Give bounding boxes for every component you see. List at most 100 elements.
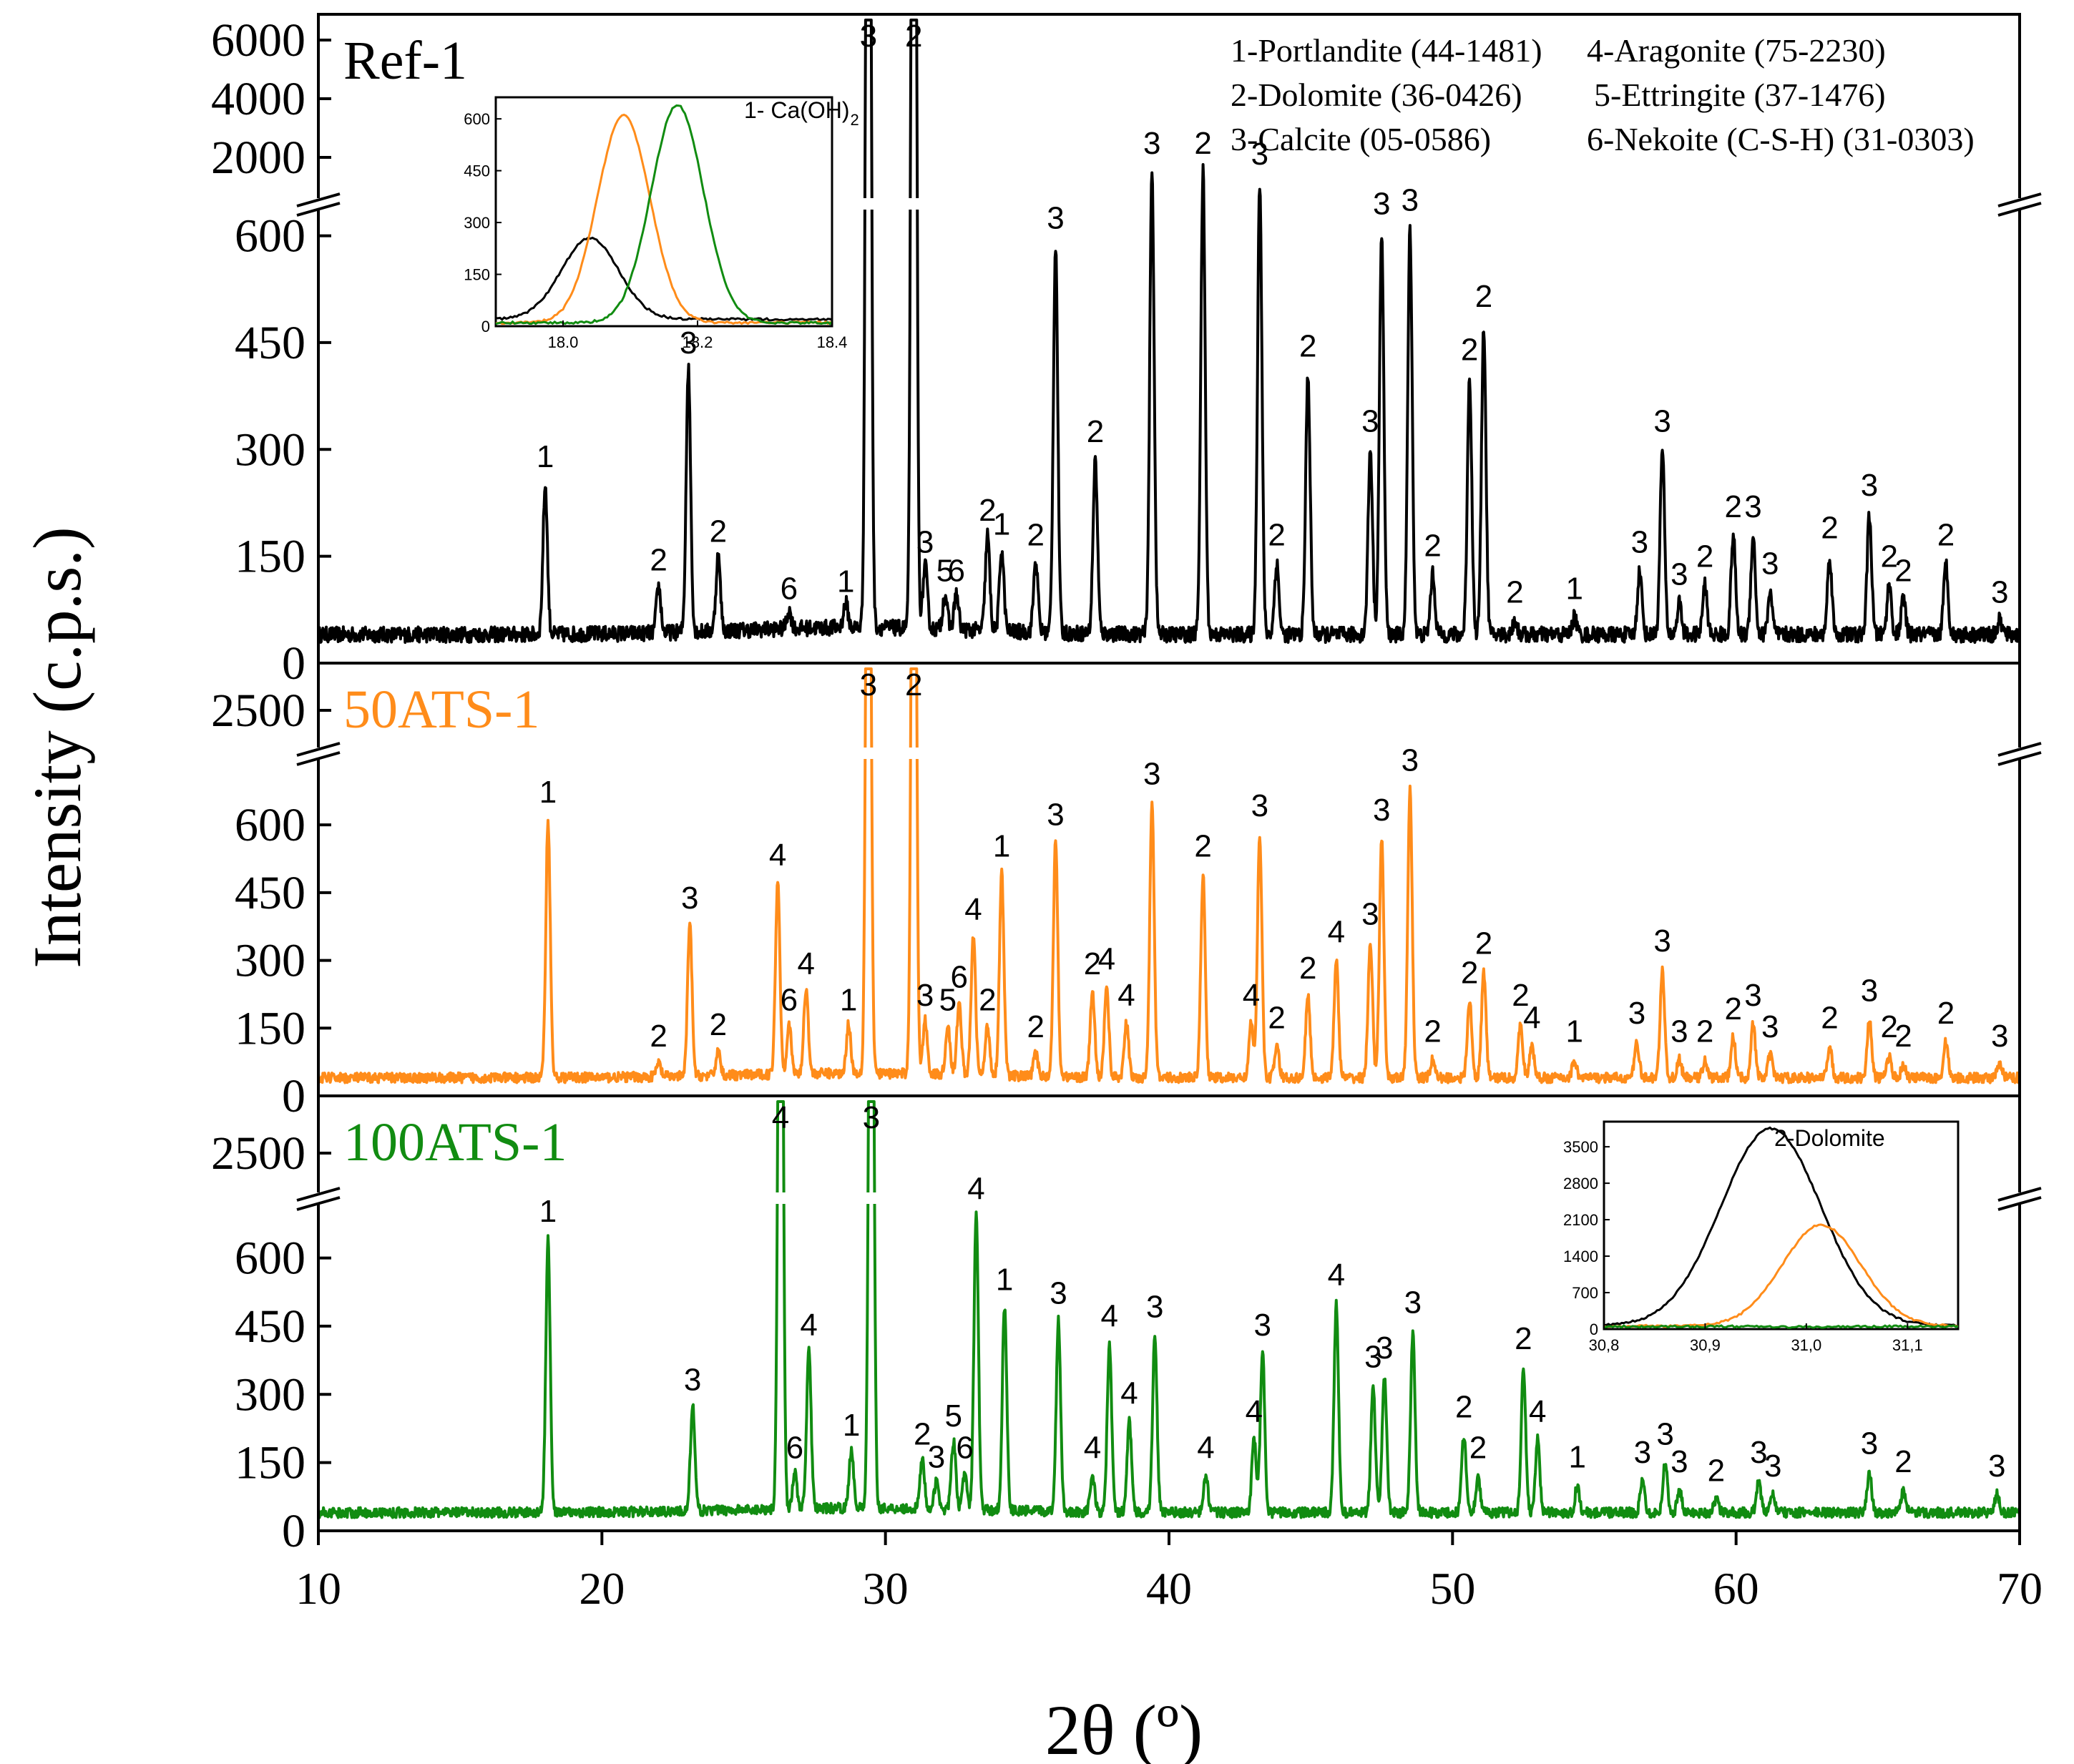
peak-label: 3	[1656, 1417, 1673, 1452]
peak-label: 3	[1988, 1449, 2005, 1484]
peak-label: 3	[1376, 1331, 1393, 1366]
inset-1-ca-oh-2: 0 150 300 450 600 18.0 18.2 18.4 1- Ca(OH) 2	[464, 96, 859, 351]
peak-label: 2	[979, 982, 996, 1017]
inset-y-tick-label: 0	[481, 318, 490, 335]
peak-label: 2	[710, 1007, 727, 1042]
inset-y-tick-label: 2100	[1563, 1211, 1598, 1229]
peak-label: 3	[1402, 743, 1419, 778]
peak-label: 2	[1821, 511, 1838, 546]
peak-label: 3	[928, 1439, 945, 1474]
peak-label: 4	[1084, 1431, 1101, 1466]
peak-label: 5	[936, 553, 954, 588]
peak-label: 2	[710, 514, 727, 549]
peak-label: 3	[1404, 1285, 1422, 1320]
peak-label: 3	[1373, 793, 1390, 828]
inset-y-tick-label: 0	[1590, 1320, 1598, 1338]
peak-label: 3	[680, 325, 697, 361]
peak-label: 1	[993, 507, 1010, 542]
peak-label: 1	[996, 1263, 1013, 1298]
x-tick-label: 40	[1146, 1563, 1192, 1614]
peak-label: 2	[914, 1417, 931, 1452]
axis-break-gap	[904, 748, 924, 759]
peak-label: 1	[1566, 1014, 1583, 1049]
peak-label: 5	[939, 982, 957, 1017]
peak-label: 3	[860, 667, 877, 702]
peak-label: 3	[1744, 489, 1761, 524]
panel-title: 50ATS-1	[343, 680, 539, 740]
peak-label: 2	[1424, 529, 1441, 564]
peak-label: 3	[1653, 403, 1671, 438]
peak-label: 2	[1299, 329, 1316, 364]
x-tick-label: 10	[295, 1563, 341, 1614]
inset-y-tick-label: 150	[464, 266, 490, 284]
peak-label: 2	[1696, 1014, 1713, 1049]
axis-break-mark	[296, 192, 341, 207]
peak-label: 2	[1461, 955, 1478, 990]
peak-label: 2	[979, 493, 996, 528]
peak-label: 4	[1197, 1431, 1214, 1466]
peak-label: 1	[840, 982, 857, 1017]
inset-trace-100ats-1	[495, 104, 833, 325]
peak-label: 2	[1937, 518, 1955, 553]
peak-label: 3	[1628, 996, 1645, 1031]
y-tick-label: 0	[282, 1505, 305, 1557]
peak-label: 6	[781, 571, 798, 606]
peak-label: 2	[1821, 1001, 1838, 1036]
axis-break-mark	[1997, 192, 2042, 207]
axis-break-mark	[1997, 751, 2042, 766]
peak-label: 2	[1299, 951, 1316, 986]
peak-label: 3	[863, 1100, 880, 1135]
series-trace-50ats-1	[317, 667, 2021, 1084]
peak-label: 3	[1671, 1014, 1688, 1049]
peak-label: 2	[1194, 126, 1211, 161]
peak-label: 3	[1146, 1290, 1163, 1325]
peak-label: 2	[1894, 553, 1912, 588]
peak-label: 3	[1373, 187, 1390, 222]
axis-break-mark	[296, 742, 341, 757]
legend: 1-Portlandite (44-1481) 2-Dolomite (36-04…	[1231, 32, 1975, 157]
inset-y-tick-label: 600	[464, 110, 490, 128]
axis-break-gap	[858, 748, 879, 759]
inset-x-tick-label: 18.4	[817, 333, 848, 351]
peak-label: 3	[916, 978, 934, 1013]
peak-label: 3	[681, 881, 698, 916]
x-tick-label: 30	[863, 1563, 909, 1614]
peak-label: 2	[650, 542, 667, 577]
inset-trace-100ats-1	[1603, 1324, 1959, 1329]
y-tick-label: 0	[282, 637, 305, 690]
peak-label: 3	[1143, 126, 1160, 161]
peak-label: 1	[539, 775, 557, 810]
peak-label: 6	[786, 1431, 803, 1466]
peak-label: 6	[948, 553, 965, 588]
peak-label: 3	[1047, 797, 1064, 832]
inset-trace-ref-1	[1603, 1126, 1959, 1328]
peak-label: 4	[1243, 978, 1260, 1013]
peak-label: 2	[1724, 489, 1741, 524]
inset-title-subscript: 2	[851, 111, 859, 129]
peak-label: 3	[1761, 546, 1779, 581]
peak-label: 2	[1894, 1019, 1912, 1054]
peak-label: 1	[539, 1194, 557, 1229]
peak-label: 3	[1047, 201, 1064, 236]
peak-label: 1	[843, 1408, 860, 1443]
peak-label: 4	[1120, 1376, 1138, 1411]
legend-entry: 2-Dolomite (36-0426)	[1231, 77, 1522, 113]
legend-entry: 1-Portlandite (44-1481)	[1231, 32, 1542, 69]
peak-label: 3	[1861, 1426, 1878, 1461]
axis-break-mark	[1997, 1196, 2042, 1211]
peak-label: 3	[1631, 525, 1648, 560]
peak-label: 4	[800, 1308, 817, 1343]
peak-label: 3	[1364, 1340, 1381, 1375]
axis-break-gap	[904, 198, 924, 210]
peak-label: 2	[905, 19, 922, 54]
y-tick-label: 2000	[211, 132, 305, 184]
peak-label: 4	[1098, 941, 1115, 976]
axis-break-mark	[1997, 1187, 2042, 1202]
peak-label: 2	[1880, 1009, 1897, 1044]
peak-label: 1	[837, 564, 854, 599]
legend-entry: 6-Nekoite (C-S-H) (31-0303)	[1587, 121, 1975, 157]
peak-label: 2	[1268, 1001, 1285, 1036]
x-axis: 10 20 30 40 50 60 70	[295, 1531, 2043, 1614]
